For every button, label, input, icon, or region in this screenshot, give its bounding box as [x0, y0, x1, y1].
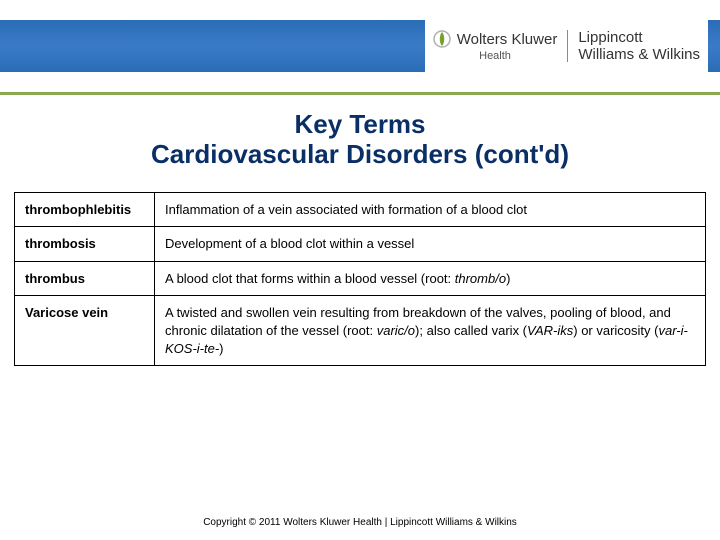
brand-right-line2: Williams & Wilkins: [578, 46, 700, 63]
terms-table-body: thrombophlebitisInflammation of a vein a…: [15, 192, 706, 365]
table-row: Varicose veinA twisted and swollen vein …: [15, 296, 706, 366]
term-cell: thrombophlebitis: [15, 192, 155, 227]
slide-title-line2: Cardiovascular Disorders (cont'd): [0, 140, 720, 170]
header-green-rule: [0, 92, 720, 95]
definition-cell: Development of a blood clot within a ves…: [155, 227, 706, 262]
slide-title-line1: Key Terms: [0, 110, 720, 140]
brand-left-main: Wolters Kluwer: [457, 31, 558, 48]
table-row: thrombusA blood clot that forms within a…: [15, 261, 706, 296]
term-cell: thrombus: [15, 261, 155, 296]
terms-table: thrombophlebitisInflammation of a vein a…: [14, 192, 706, 366]
brand-left: Wolters Kluwer Health: [433, 30, 569, 62]
brand-left-sub: Health: [479, 50, 511, 62]
table-row: thrombosisDevelopment of a blood clot wi…: [15, 227, 706, 262]
definition-cell: A blood clot that forms within a blood v…: [155, 261, 706, 296]
footer-copyright: Copyright © 2011 Wolters Kluwer Health |…: [0, 517, 720, 528]
brand-right-line1: Lippincott: [578, 29, 700, 46]
brand-right: Lippincott Williams & Wilkins: [568, 29, 700, 64]
slide-title: Key Terms Cardiovascular Disorders (cont…: [0, 110, 720, 170]
brand-block: Wolters Kluwer Health Lippincott William…: [425, 10, 708, 82]
brand-left-row: Wolters Kluwer: [433, 30, 558, 48]
table-row: thrombophlebitisInflammation of a vein a…: [15, 192, 706, 227]
header-band: Wolters Kluwer Health Lippincott William…: [0, 0, 720, 92]
term-cell: thrombosis: [15, 227, 155, 262]
term-cell: Varicose vein: [15, 296, 155, 366]
wolters-kluwer-logo-icon: [433, 30, 451, 48]
definition-cell: Inflammation of a vein associated with f…: [155, 192, 706, 227]
definition-cell: A twisted and swollen vein resulting fro…: [155, 296, 706, 366]
